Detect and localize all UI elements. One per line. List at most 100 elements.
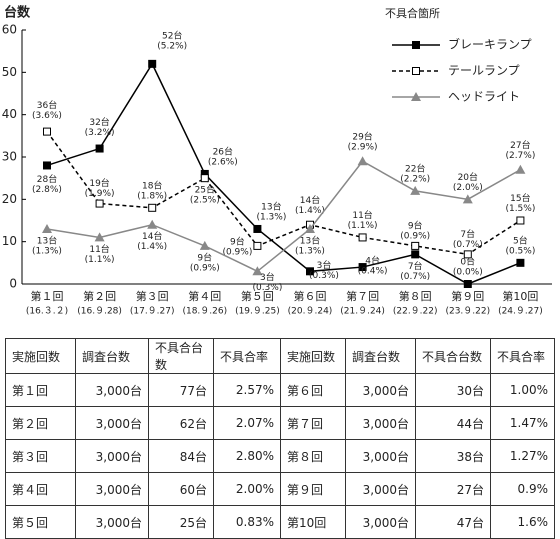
rate-label: (1.1%) (85, 255, 115, 265)
table-cell: 第１回 (5, 373, 76, 407)
value-label: 14台 (142, 230, 162, 242)
legend-label: ブレーキランプ (448, 37, 532, 52)
table-cell: 3,000台 (75, 472, 149, 506)
table-cell: 調査台数 (75, 338, 149, 374)
value-label: 25台 (195, 184, 215, 196)
value-label: 36台 (37, 99, 57, 111)
rate-label: (2.9%) (348, 143, 378, 153)
table-cell: 38台 (415, 439, 491, 473)
table-cell: 25台 (148, 505, 214, 539)
point (358, 263, 367, 272)
x-tick-sublabel: (22.９.22) (393, 307, 438, 317)
point (42, 223, 52, 233)
table-cell: 2.80% (213, 439, 281, 473)
x-tick-label: 第８回 (399, 289, 432, 303)
table-cell: 0.83% (213, 505, 281, 539)
point (148, 203, 157, 212)
table-row: 第５回 3,000台 25台 0.83% 第10回 3,000台 47台 1.6% (5, 505, 555, 539)
series-line (46, 131, 521, 256)
table-cell: 77台 (148, 373, 214, 407)
y-tick-label: 10 (2, 234, 17, 248)
table-cell: 1.6% (490, 505, 555, 539)
table-cell: 44台 (415, 406, 491, 440)
point (516, 258, 525, 267)
rate-label: (0.3%) (252, 283, 282, 293)
rate-label: (2.6%) (208, 157, 238, 167)
point (410, 185, 421, 195)
table-cell: 3,000台 (75, 406, 149, 440)
table-cell: 2.00% (213, 472, 281, 506)
table-cell: 84台 (148, 439, 214, 473)
value-label: 28台 (37, 173, 57, 185)
value-label: 3台 (260, 271, 275, 283)
x-tick-label: 第７回 (346, 289, 379, 303)
x-tick-sublabel: (23.９.22) (445, 307, 490, 317)
point (462, 194, 473, 204)
value-label: 11台 (89, 243, 109, 255)
table-cell: 不具合台数 (415, 338, 491, 374)
value-label: 9台 (230, 235, 245, 247)
value-label: 14台 (300, 194, 320, 206)
rate-label: (3.6%) (32, 111, 62, 121)
value-label: 27台 (510, 139, 530, 151)
rate-label: (1.4%) (295, 206, 325, 216)
x-tick-sublabel: (21.９.24) (340, 307, 385, 317)
table-cell: 不具合台数 (148, 338, 214, 374)
value-label: 0台 (460, 256, 475, 268)
value-label: 9台 (408, 219, 423, 231)
table-cell: 2.07% (213, 406, 281, 440)
table-cell: 1.27% (490, 439, 555, 473)
rate-label: (1.1%) (348, 221, 378, 231)
value-label: 29台 (352, 131, 372, 143)
rate-label: (1.5%) (505, 204, 535, 214)
point (95, 144, 104, 153)
legend-marker (411, 92, 421, 101)
value-label: 20台 (458, 171, 478, 183)
point (147, 219, 158, 229)
rate-label: (0.0%) (453, 268, 483, 278)
rate-label: (1.3%) (256, 212, 286, 222)
x-tick-sublabel: (16.９.28) (77, 307, 122, 317)
table-header: 実施回数 調査台数 不具合台数 不具合率 実施回数 調査台数 不具合台数 不具合率 (5, 338, 555, 374)
table-cell: 30台 (415, 373, 491, 407)
data-table: 実施回数 調査台数 不具合台数 不具合率 実施回数 調査台数 不具合台数 不具合率 第１回 3,0… (5, 338, 555, 539)
table-cell: 第２回 (5, 406, 76, 440)
value-label: 3台 (317, 259, 332, 271)
table-cell: 1.47% (490, 406, 555, 440)
x-tick-label: 第１回 (31, 289, 64, 303)
rate-label: (2.0%) (453, 183, 483, 193)
value-label: 52台 (162, 29, 182, 41)
point (95, 199, 104, 208)
legend-marker (412, 41, 420, 49)
table-cell: 3,000台 (345, 373, 416, 407)
x-tick-label: 第６回 (294, 289, 327, 303)
point (411, 241, 420, 250)
point (252, 266, 263, 276)
rate-label: (2.7%) (505, 151, 535, 161)
x-tick-label: 第２回 (83, 289, 116, 303)
value-label: 5台 (513, 234, 528, 246)
page: 台数 不具合箇所 0 10 20 30 40 50 60 第１回 (16.３.２) 第２回 (16.… (1, 4, 555, 539)
table-cell: 不具合率 (490, 338, 555, 374)
x-tick-label: 第３回 (136, 289, 169, 303)
point (358, 233, 367, 242)
table-cell: 3,000台 (75, 373, 149, 407)
table-cell: 62台 (148, 406, 214, 440)
table-cell: 実施回数 (280, 338, 346, 374)
point (305, 223, 315, 233)
rate-label: (2.5%) (190, 196, 220, 206)
rate-label: (2.2%) (400, 174, 430, 184)
table-cell: 47台 (415, 505, 491, 539)
rate-label: (5.2%) (157, 41, 187, 51)
x-tick-label: 第５回 (241, 289, 274, 303)
rate-label: (0.4%) (358, 267, 388, 277)
point (148, 59, 157, 68)
rate-label: (0.3%) (309, 271, 339, 281)
rate-label: (1.3%) (295, 246, 325, 256)
table-row: 第１回 3,000台 77台 2.57% 第６回 3,000台 30台 1.00% (5, 373, 555, 407)
table-cell: 3,000台 (75, 505, 149, 539)
point (200, 174, 209, 183)
value-label: 13台 (261, 200, 281, 212)
value-label: 26台 (213, 145, 233, 157)
table-cell: 第８回 (280, 439, 346, 473)
